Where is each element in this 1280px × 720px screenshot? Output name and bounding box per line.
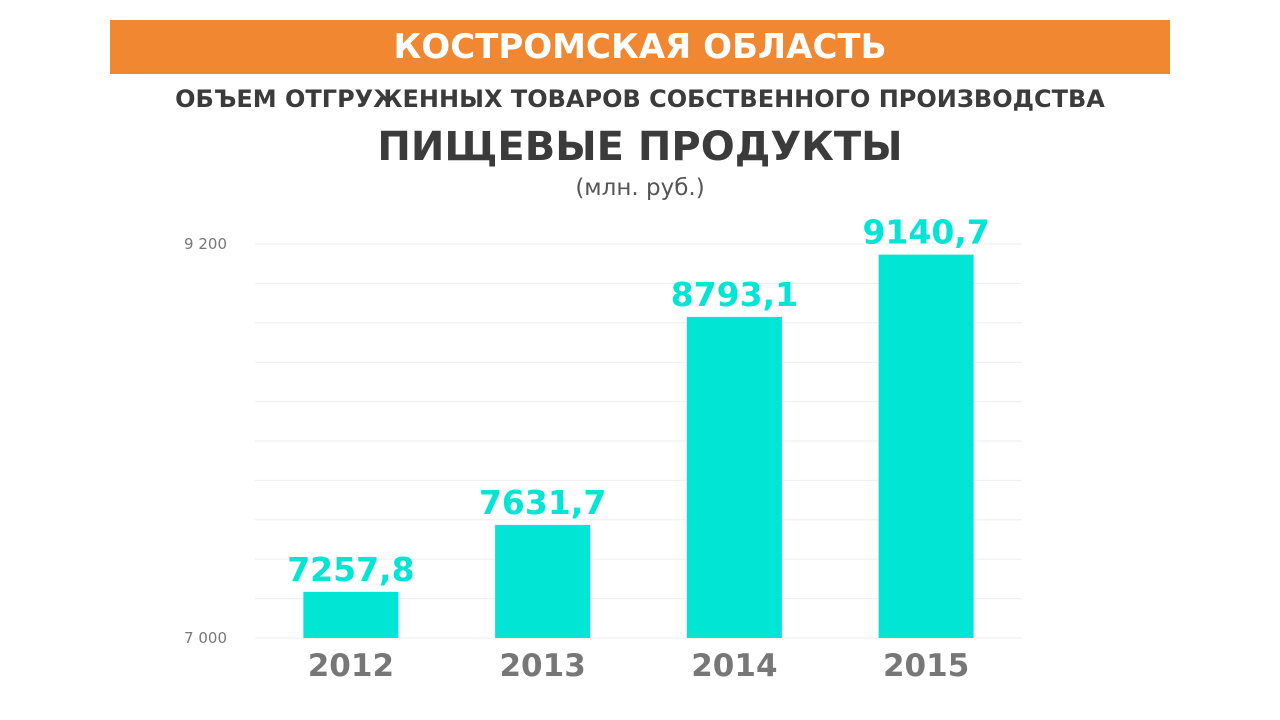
x-tick-label-2013: 2013 [499,648,585,684]
bar-2015 [878,254,974,638]
data-label-2015: 9140,7 [862,213,989,252]
y-tick-label: 7 000 [184,629,227,647]
chart-subtitle: ОБЪЕМ ОТГРУЖЕННЫХ ТОВАРОВ СОБСТВЕННОГО П… [175,85,1105,113]
x-axis-ticks: 2012 2013 2014 2015 [308,648,970,684]
data-label-2012: 7257,8 [287,550,414,589]
x-tick-label-2014: 2014 [691,648,777,684]
data-label-2014: 8793,1 [671,275,798,314]
bar-2012 [303,591,399,638]
x-tick-label-2012: 2012 [308,648,394,684]
bar-2013 [495,524,591,638]
data-labels: 7257,8 7631,7 8793,1 9140,7 [287,213,990,589]
region-title: КОСТРОМСКАЯ ОБЛАСТЬ [393,27,887,67]
x-tick-label-2015: 2015 [883,648,969,684]
region-banner: КОСТРОМСКАЯ ОБЛАСТЬ [110,20,1170,74]
data-label-2013: 7631,7 [479,483,606,522]
units-label: (млн. руб.) [575,175,705,201]
bars [303,254,974,638]
y-axis-ticks: 7 000 9 200 [184,235,227,647]
y-tick-label: 9 200 [184,235,227,253]
bar-2014 [686,316,782,638]
chart-title: ПИЩЕВЫЕ ПРОДУКТЫ [377,124,903,170]
